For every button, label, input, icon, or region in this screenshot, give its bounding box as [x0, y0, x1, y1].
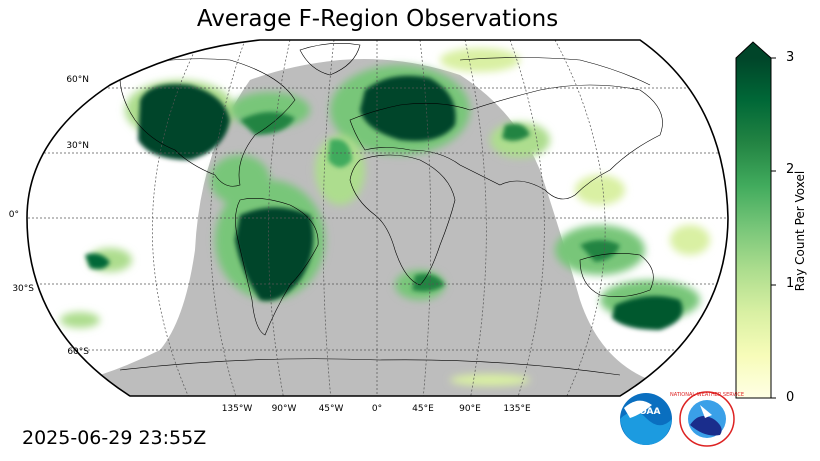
- lon-label-45e: 45°E: [412, 404, 434, 414]
- lat-label-60s: 60°S: [67, 347, 89, 357]
- colorbar-tick-2: 2: [786, 162, 795, 177]
- lat-label-60n: 60°N: [66, 75, 89, 85]
- lon-label-90e: 90°E: [459, 404, 481, 414]
- nws-logo: NATIONAL WEATHER SERVICE: [670, 391, 744, 447]
- colorbar-gradient: [736, 58, 771, 398]
- map-area: [27, 40, 728, 396]
- noaa-logo: NOAA: [620, 393, 672, 445]
- svg-text:NOAA: NOAA: [632, 407, 661, 417]
- lat-label-0: 0°: [8, 210, 19, 220]
- lon-label-135w: 135°W: [221, 404, 253, 414]
- coastlines: [119, 43, 663, 376]
- colorbar-extend-arrow: [736, 42, 771, 58]
- colorbar-tick-0: 0: [786, 390, 795, 405]
- svg-text:NATIONAL WEATHER SERVICE: NATIONAL WEATHER SERVICE: [670, 392, 744, 398]
- colorbar-tick-1: 1: [786, 276, 795, 291]
- timestamp: 2025-06-29 23:55Z: [22, 427, 207, 449]
- map-title: Average F-Region Observations: [196, 6, 559, 32]
- graticule: [27, 40, 728, 396]
- lon-label-45w: 45°W: [318, 404, 344, 414]
- lon-label-135e: 135°E: [503, 404, 531, 414]
- night-shade: [80, 59, 680, 396]
- lon-label-0: 0°: [371, 404, 383, 414]
- ray-count-overlay: [60, 48, 710, 386]
- lat-label-30n: 30°N: [66, 141, 89, 151]
- colorbar-label: Ray Count Per Voxel: [793, 170, 807, 292]
- colorbar-tick-3: 3: [786, 50, 795, 65]
- colorbar-frame: [735, 41, 772, 399]
- lon-label-90w: 90°W: [271, 404, 297, 414]
- colorbar: [735, 41, 776, 399]
- map-boundary: [26, 39, 729, 397]
- lat-label-30s: 30°S: [12, 284, 34, 294]
